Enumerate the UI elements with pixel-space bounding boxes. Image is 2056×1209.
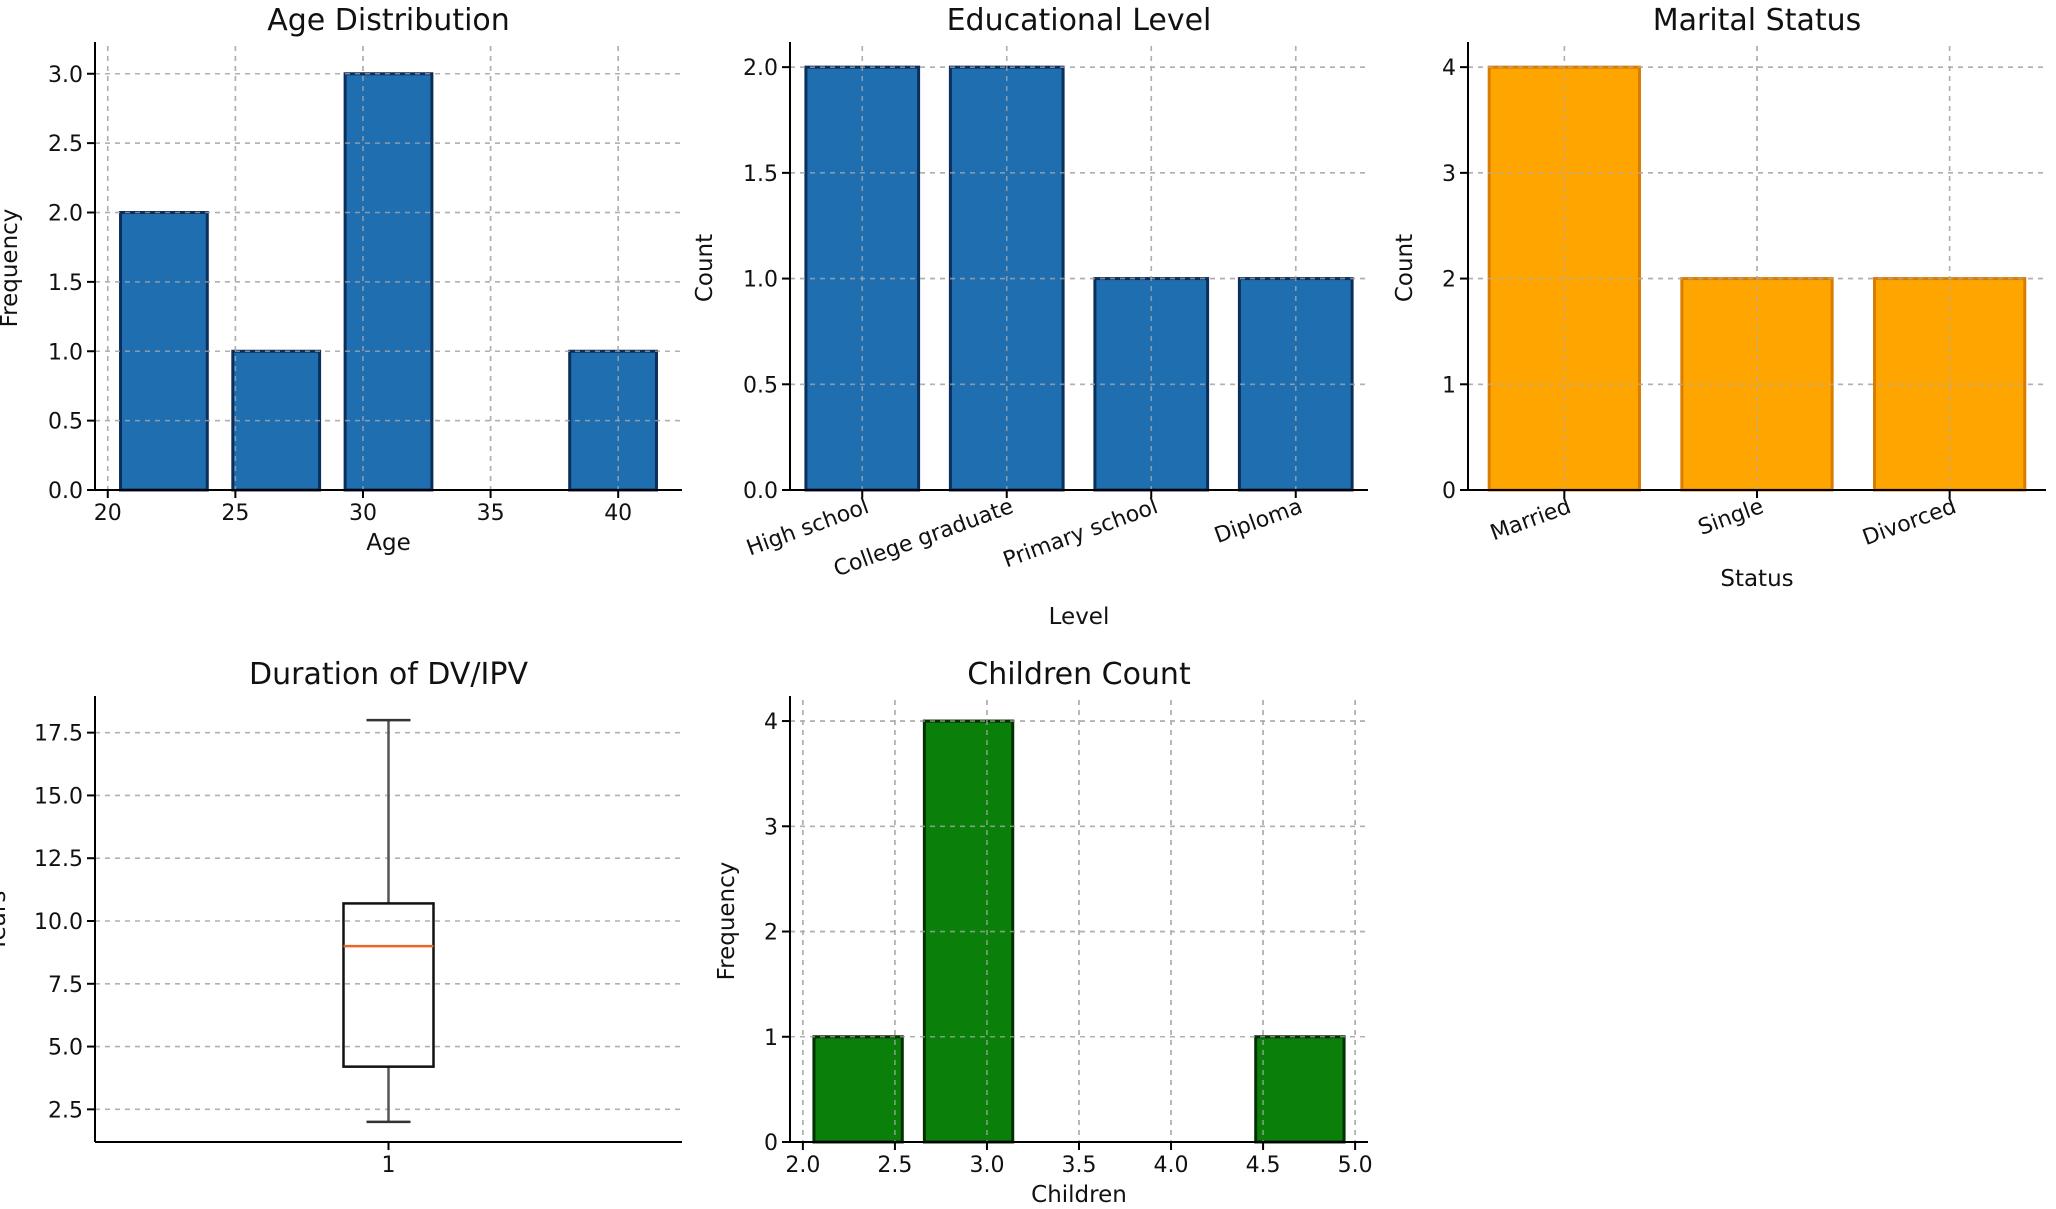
y-tick-label: 4 [1442, 56, 1456, 81]
x-tick-label: Married [1487, 494, 1574, 546]
y-tick-label: 2 [1442, 268, 1456, 293]
y-tick-label: 2.0 [743, 56, 778, 81]
y-tick-label: 3 [764, 815, 778, 840]
marital-status-chart: 0 1 2 3 4 Married Single Divorced Marital Status… [1392, 3, 2046, 592]
x-tick-label: 1 [382, 1153, 396, 1178]
x-axis-label: Age [366, 530, 410, 556]
y-tick-label: 2.0 [48, 202, 83, 227]
y-tick-label: 3 [1442, 162, 1456, 187]
y-axis-label: Frequency [0, 209, 23, 328]
x-tick-label: 2.5 [877, 1153, 912, 1178]
x-axis-label: Level [1049, 604, 1110, 630]
x-tick-label: 5.0 [1338, 1153, 1373, 1178]
y-tick-label: 4 [764, 710, 778, 735]
y-tick-label: 5.0 [48, 1036, 83, 1061]
x-tick-label: Divorced [1859, 494, 1959, 551]
x-axis-label: Status [1720, 566, 1793, 592]
bar [812, 1035, 904, 1144]
y-tick-label: 1.5 [48, 271, 83, 296]
y-tick-label: 0.0 [48, 479, 83, 504]
y-tick-label: 17.5 [34, 722, 83, 747]
y-tick-label: 0.5 [48, 410, 83, 435]
y-axis-label: Count [692, 234, 718, 302]
bar [1254, 1035, 1346, 1144]
y-tick-label: 12.5 [34, 847, 83, 872]
bar [568, 349, 658, 492]
y-axis-label: Years [0, 891, 11, 953]
x-tick-label: 3.0 [969, 1153, 1004, 1178]
x-tick-label: Single [1695, 494, 1767, 541]
chart-title: Duration of DV/IPV [249, 657, 528, 692]
x-tick-label: Primary school [1000, 494, 1161, 573]
duration-boxplot-chart: 2.5 5.0 7.5 10.0 12.5 15.0 17.5 1 Duration of DV… [0, 657, 682, 1178]
chart-title: Age Distribution [267, 3, 510, 38]
y-axis-label: Count [1392, 234, 1418, 302]
x-tick-label: 4.5 [1246, 1153, 1281, 1178]
x-axis-label: Children [1031, 1182, 1127, 1208]
y-tick-label: 0 [764, 1131, 778, 1156]
y-tick-label: 10.0 [34, 910, 83, 935]
children-count-chart: 0 1 2 3 4 2.0 2.5 3.0 3.5 4.0 4.5 5.0 Children Count… [714, 657, 1373, 1208]
y-tick-label: 0 [1442, 479, 1456, 504]
y-tick-label: 1.0 [48, 340, 83, 365]
chart-title: Marital Status [1653, 3, 1862, 38]
y-tick-label: 15.0 [34, 784, 83, 809]
y-tick-label: 1 [1442, 373, 1456, 398]
chart-title: Educational Level [947, 3, 1212, 38]
x-tick-label: Diploma [1211, 494, 1306, 549]
y-tick-label: 1 [764, 1026, 778, 1051]
x-tick-label: 40 [604, 501, 632, 526]
y-tick-label: 3.0 [48, 63, 83, 88]
box-iqr [342, 902, 435, 1068]
y-axis-label: Frequency [714, 862, 740, 981]
y-tick-label: 7.5 [48, 973, 83, 998]
y-tick-label: 0.5 [743, 373, 778, 398]
age-distribution-chart: 0.0 0.5 1.0 1.5 2.0 2.5 3.0 20 25 30 35 40 Age Distr… [0, 3, 682, 556]
bar [119, 211, 209, 492]
chart-title: Children Count [967, 657, 1191, 692]
x-tick-label: 2.0 [785, 1153, 820, 1178]
x-tick-label: 4.0 [1154, 1153, 1189, 1178]
y-tick-label: 2.5 [48, 132, 83, 157]
y-tick-label: 2.5 [48, 1098, 83, 1123]
x-tick-label: 20 [94, 501, 122, 526]
y-tick-label: 0.0 [743, 479, 778, 504]
x-tick-label: 25 [221, 501, 249, 526]
x-tick-label: 30 [349, 501, 377, 526]
y-tick-label: 1.5 [743, 162, 778, 187]
x-tick-label: 3.5 [1062, 1153, 1097, 1178]
x-tick-label: 35 [477, 501, 505, 526]
bar [922, 719, 1015, 1144]
y-tick-label: 2 [764, 921, 778, 946]
y-tick-label: 1.0 [743, 268, 778, 293]
